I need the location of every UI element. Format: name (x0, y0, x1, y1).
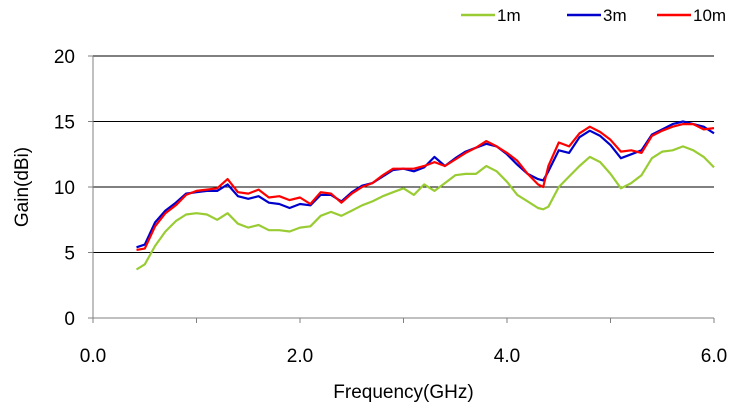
series-line-1m (135, 145, 715, 271)
x-tick-label-0: 0.0 (80, 346, 106, 367)
gridlines (93, 55, 714, 253)
legend-label-3m: 3m (603, 6, 627, 25)
legend-label-1m: 1m (497, 6, 521, 25)
y-axis-title: Gain(dBi) (12, 147, 33, 227)
x-tick-label-4: 4.0 (494, 346, 520, 367)
series-line-10m (136, 123, 715, 251)
y-tick-label-5: 5 (64, 244, 75, 265)
x-tick-label-2: 2.0 (287, 346, 313, 367)
y-tick-label-15: 15 (54, 113, 75, 134)
y-tick-label-0: 0 (64, 309, 75, 330)
axes: 0 5 10 15 20 0.0 2.0 4.0 6.0 (54, 47, 727, 367)
y-tick-label-20: 20 (54, 47, 75, 68)
x-axis-title: Frequency(GHz) (333, 382, 473, 403)
legend-label-10m: 10m (693, 6, 726, 25)
x-tick-label-6: 6.0 (701, 346, 727, 367)
series-lines (135, 120, 715, 271)
legend: 1m 3m 10m (461, 6, 726, 25)
series-line-3m (136, 120, 715, 249)
y-tick-label-10: 10 (54, 178, 75, 199)
